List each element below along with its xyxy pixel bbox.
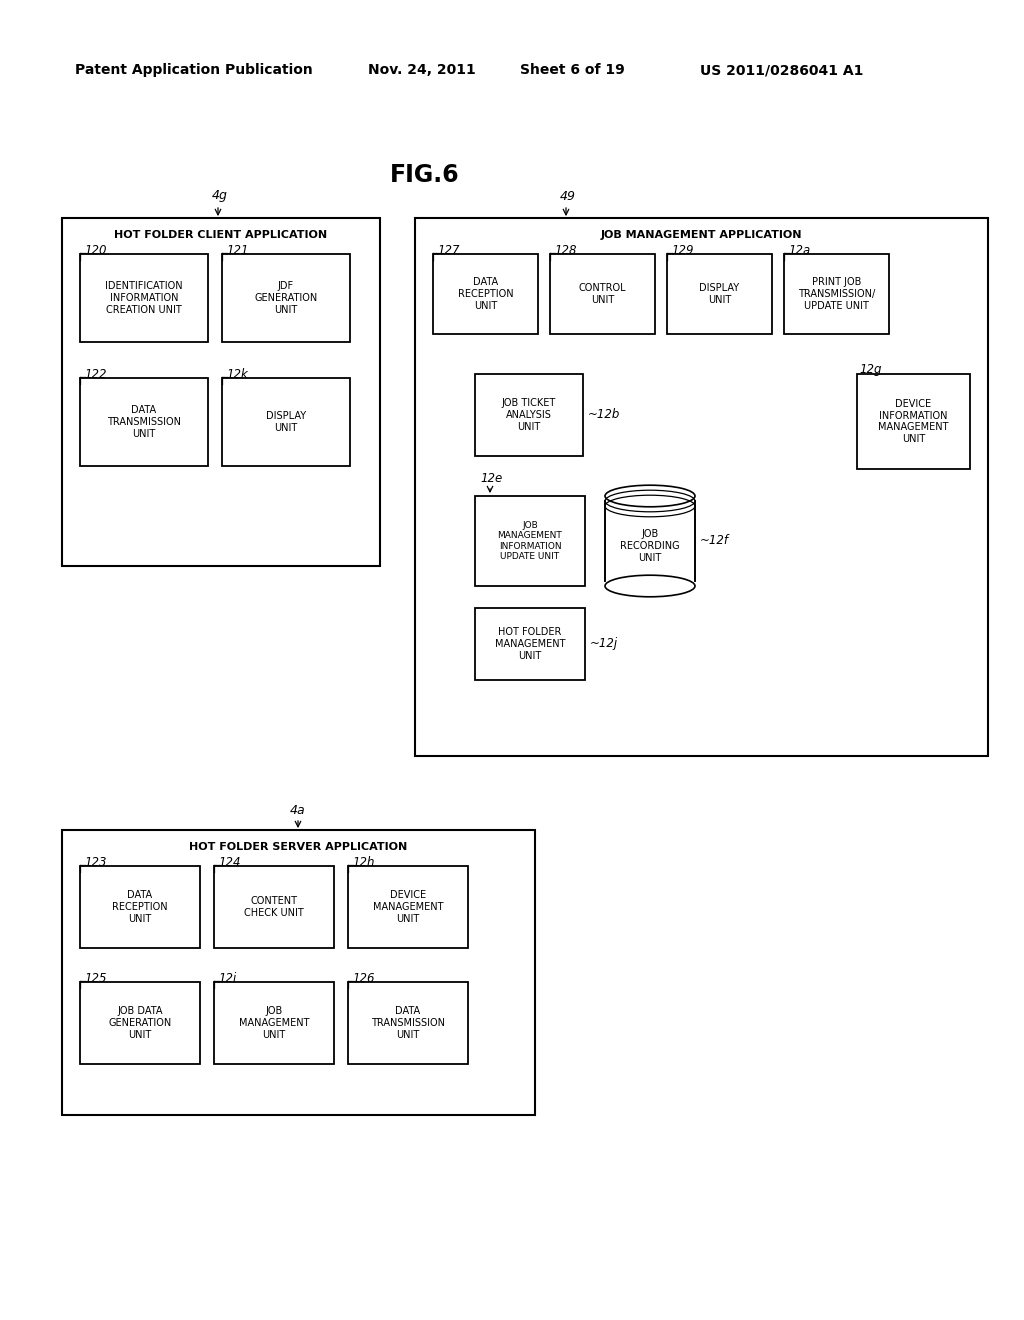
Text: 12i: 12i — [218, 973, 237, 986]
Text: HOT FOLDER
MANAGEMENT
UNIT: HOT FOLDER MANAGEMENT UNIT — [495, 627, 565, 660]
Bar — [80, 378, 208, 466]
Text: PRINT JOB
TRANSMISSION/
UPDATE UNIT: PRINT JOB TRANSMISSION/ UPDATE UNIT — [798, 277, 876, 310]
Bar — [80, 253, 208, 342]
Text: ~12b: ~12b — [588, 408, 621, 421]
Text: DEVICE
INFORMATION
MANAGEMENT
UNIT: DEVICE INFORMATION MANAGEMENT UNIT — [879, 399, 949, 444]
Text: JOB MANAGEMENT APPLICATION: JOB MANAGEMENT APPLICATION — [601, 230, 802, 240]
Bar — [348, 982, 468, 1064]
Text: 121: 121 — [226, 244, 249, 257]
Text: ~12j: ~12j — [590, 638, 618, 651]
Text: 129: 129 — [671, 244, 693, 257]
Text: 128: 128 — [554, 244, 577, 257]
Text: JOB
MANAGEMENT
INFORMATION
UPDATE UNIT: JOB MANAGEMENT INFORMATION UPDATE UNIT — [498, 521, 562, 561]
Bar — [667, 253, 772, 334]
Text: 4a: 4a — [290, 804, 305, 817]
Text: 124: 124 — [218, 857, 241, 870]
Bar — [80, 866, 200, 948]
Text: 126: 126 — [352, 973, 375, 986]
Bar — [475, 374, 583, 455]
Text: Sheet 6 of 19: Sheet 6 of 19 — [520, 63, 625, 77]
Bar — [550, 253, 655, 334]
Bar — [433, 253, 538, 334]
Bar — [475, 609, 585, 680]
Text: DISPLAY
UNIT: DISPLAY UNIT — [699, 284, 739, 305]
Text: DEVICE
MANAGEMENT
UNIT: DEVICE MANAGEMENT UNIT — [373, 891, 443, 924]
Text: 49: 49 — [560, 190, 575, 202]
Text: Nov. 24, 2011: Nov. 24, 2011 — [368, 63, 476, 77]
Text: 12h: 12h — [352, 857, 375, 870]
Text: 123: 123 — [84, 857, 106, 870]
Text: DATA
RECEPTION
UNIT: DATA RECEPTION UNIT — [458, 277, 513, 310]
Text: JOB
RECORDING
UNIT: JOB RECORDING UNIT — [621, 529, 680, 562]
Text: 4g: 4g — [212, 190, 228, 202]
Text: DISPLAY
UNIT: DISPLAY UNIT — [266, 412, 306, 433]
Bar — [80, 982, 200, 1064]
Text: HOT FOLDER CLIENT APPLICATION: HOT FOLDER CLIENT APPLICATION — [115, 230, 328, 240]
Bar — [348, 866, 468, 948]
Text: ~12f: ~12f — [700, 535, 729, 548]
Bar — [415, 218, 988, 756]
Text: JDF
GENERATION
UNIT: JDF GENERATION UNIT — [254, 281, 317, 314]
Bar — [475, 496, 585, 586]
Text: DATA
TRANSMISSION
UNIT: DATA TRANSMISSION UNIT — [371, 1006, 445, 1040]
Ellipse shape — [605, 576, 695, 597]
Text: Patent Application Publication: Patent Application Publication — [75, 63, 312, 77]
Text: US 2011/0286041 A1: US 2011/0286041 A1 — [700, 63, 863, 77]
Bar — [222, 378, 350, 466]
Text: CONTENT
CHECK UNIT: CONTENT CHECK UNIT — [244, 896, 304, 917]
Text: CONTROL
UNIT: CONTROL UNIT — [579, 284, 627, 305]
Text: JOB DATA
GENERATION
UNIT: JOB DATA GENERATION UNIT — [109, 1006, 172, 1040]
Ellipse shape — [605, 486, 695, 507]
Text: 12a: 12a — [788, 244, 810, 257]
Bar — [605, 502, 695, 581]
Text: HOT FOLDER SERVER APPLICATION: HOT FOLDER SERVER APPLICATION — [189, 842, 408, 851]
Bar — [62, 218, 380, 566]
Text: 120: 120 — [84, 244, 106, 257]
Text: DATA
RECEPTION
UNIT: DATA RECEPTION UNIT — [113, 891, 168, 924]
Text: 12g: 12g — [859, 363, 882, 376]
Bar — [214, 866, 334, 948]
Text: 122: 122 — [84, 368, 106, 381]
Text: FIG.6: FIG.6 — [390, 162, 460, 187]
Bar — [784, 253, 889, 334]
Text: JOB TICKET
ANALYSIS
UNIT: JOB TICKET ANALYSIS UNIT — [502, 399, 556, 432]
Bar — [222, 253, 350, 342]
Text: 12e: 12e — [480, 471, 502, 484]
Text: 125: 125 — [84, 973, 106, 986]
Bar — [62, 830, 535, 1115]
Bar — [214, 982, 334, 1064]
Text: 12k: 12k — [226, 368, 248, 381]
Text: JOB
MANAGEMENT
UNIT: JOB MANAGEMENT UNIT — [239, 1006, 309, 1040]
Bar — [857, 374, 970, 469]
Text: IDENTIFICATION
INFORMATION
CREATION UNIT: IDENTIFICATION INFORMATION CREATION UNIT — [105, 281, 183, 314]
Text: 127: 127 — [437, 244, 460, 257]
Text: DATA
TRANSMISSION
UNIT: DATA TRANSMISSION UNIT — [106, 405, 181, 438]
